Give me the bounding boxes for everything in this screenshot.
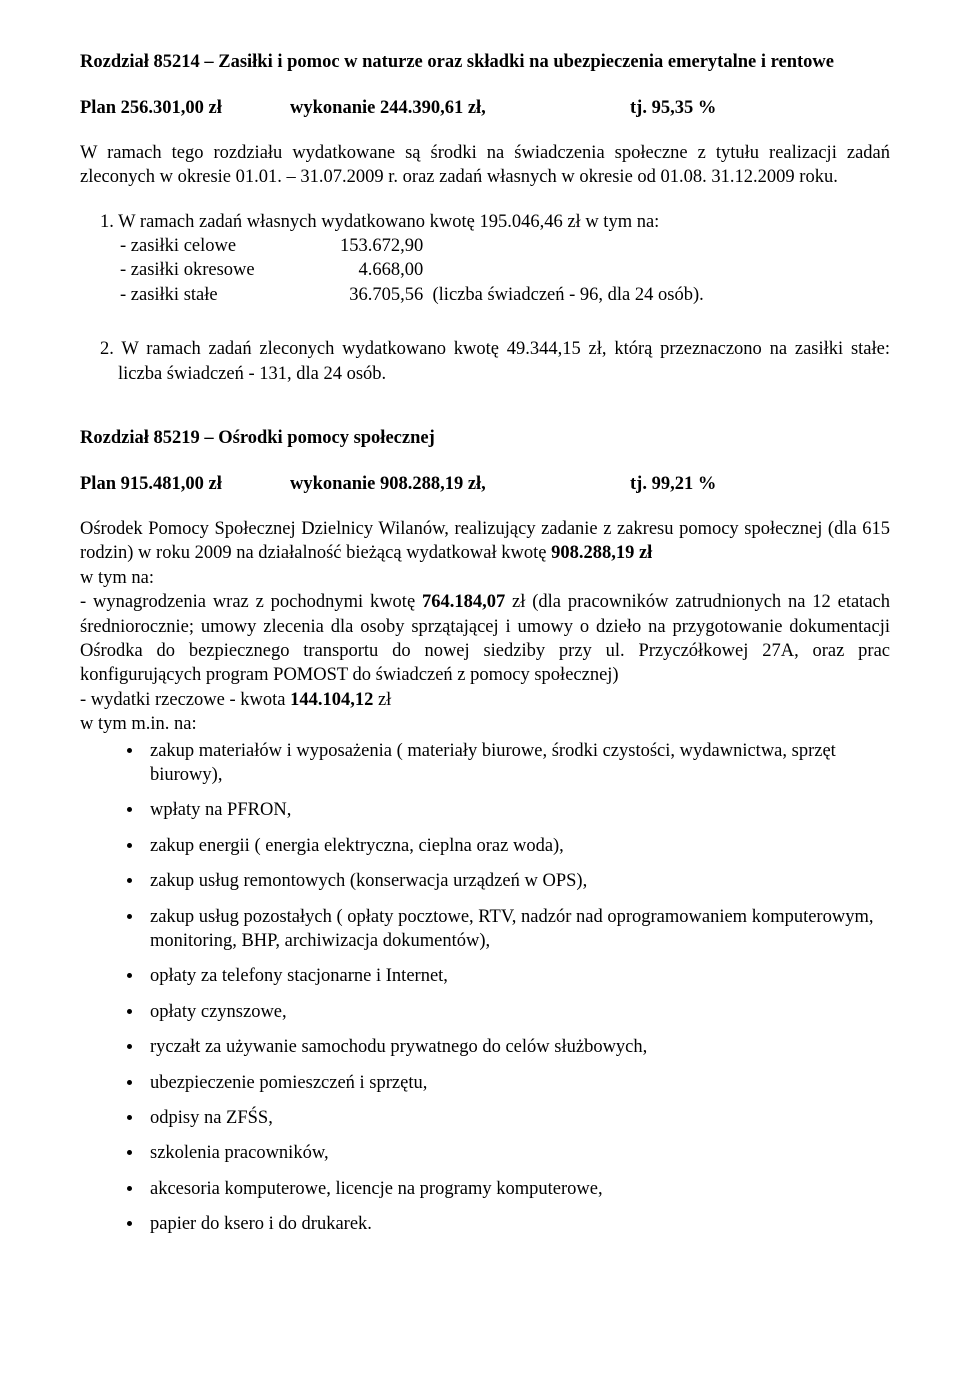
- bullet-item: szkolenia pracowników,: [144, 1141, 890, 1165]
- section2-wtym: w tym na:: [80, 566, 890, 590]
- breakdown-row: - zasiłki okresowe 4.668,00: [120, 258, 890, 282]
- rzeczowe-amount-bold: 144.104,12: [290, 690, 373, 710]
- section1-pct: tj. 95,35 %: [630, 96, 716, 120]
- bullet-item: zakup usług remontowych (konserwacja urz…: [144, 869, 890, 893]
- section1-title: Rozdział 85214 – Zasiłki i pomoc w natur…: [80, 50, 890, 74]
- rzeczowe-post: zł: [373, 690, 391, 710]
- bullet-item: wpłaty na PFRON,: [144, 798, 890, 822]
- para-amount-bold: 908.288,19 zł: [551, 543, 652, 563]
- section1-item1-group: 1. W ramach zadań własnych wydatkowano k…: [80, 210, 890, 308]
- section2-pct: tj. 99,21 %: [630, 472, 716, 496]
- bullet-item: ryczałt za używanie samochodu prywatnego…: [144, 1035, 890, 1059]
- bullet-item: zakup materiałów i wyposażenia ( materia…: [144, 739, 890, 788]
- section2-plan-line: Plan 915.481,00 zł wykonanie 908.288,19 …: [80, 472, 890, 496]
- breakdown-value: 153.672,90: [340, 234, 423, 258]
- document-page: Rozdział 85214 – Zasiłki i pomoc w natur…: [0, 0, 960, 1397]
- section1-item1-lead: 1. W ramach zadań własnych wydatkowano k…: [118, 210, 890, 234]
- breakdown-value: 36.705,56 (liczba świadczeń - 96, dla 24…: [340, 283, 704, 307]
- section2-para: Ośrodek Pomocy Społecznej Dzielnicy Wila…: [80, 517, 890, 566]
- bullet-item: odpisy na ZFŚS,: [144, 1106, 890, 1130]
- wynag-pre: - wynagrodzenia wraz z pochodnymi kwotę: [80, 592, 422, 612]
- breakdown-label: - zasiłki okresowe: [120, 258, 340, 282]
- bullet-item: ubezpieczenie pomieszczeń i sprzętu,: [144, 1071, 890, 1095]
- para-pre: Ośrodek Pomocy Społecznej Dzielnicy Wila…: [80, 519, 890, 563]
- breakdown-row: - zasiłki celowe 153.672,90: [120, 234, 890, 258]
- section2-plan: Plan 915.481,00 zł: [80, 472, 290, 496]
- bullet-item: papier do ksero i do drukarek.: [144, 1212, 890, 1236]
- bullet-item: zakup usług pozostałych ( opłaty pocztow…: [144, 905, 890, 954]
- breakdown-row: - zasiłki stałe 36.705,56 (liczba świadc…: [120, 283, 890, 307]
- section2-wtymmin: w tym m.in. na:: [80, 712, 890, 736]
- wynag-amount-bold: 764.184,07: [422, 592, 505, 612]
- bullet-item: zakup energii ( energia elektryczna, cie…: [144, 834, 890, 858]
- section1-plan-line: Plan 256.301,00 zł wykonanie 244.390,61 …: [80, 96, 890, 120]
- breakdown-label: - zasiłki celowe: [120, 234, 340, 258]
- section2-title: Rozdział 85219 – Ośrodki pomocy społeczn…: [80, 426, 890, 450]
- breakdown-value: 4.668,00: [340, 258, 423, 282]
- section2-wynag: - wynagrodzenia wraz z pochodnymi kwotę …: [80, 590, 890, 688]
- section2-bullets: zakup materiałów i wyposażenia ( materia…: [80, 739, 890, 1237]
- rzeczowe-pre: - wydatki rzeczowe - kwota: [80, 690, 290, 710]
- bullet-item: akcesoria komputerowe, licencje na progr…: [144, 1177, 890, 1201]
- bullet-item: opłaty czynszowe,: [144, 1000, 890, 1024]
- section2-exec: wykonanie 908.288,19 zł,: [290, 472, 630, 496]
- bullet-item: opłaty za telefony stacjonarne i Interne…: [144, 964, 890, 988]
- section1-exec: wykonanie 244.390,61 zł,: [290, 96, 630, 120]
- section2-rzeczowe: - wydatki rzeczowe - kwota 144.104,12 zł: [80, 688, 890, 712]
- section1-plan: Plan 256.301,00 zł: [80, 96, 290, 120]
- breakdown-label: - zasiłki stałe: [120, 283, 340, 307]
- section1-item2: 2. W ramach zadań zleconych wydatkowano …: [118, 337, 890, 386]
- section1-intro: W ramach tego rozdziału wydatkowane są ś…: [80, 141, 890, 190]
